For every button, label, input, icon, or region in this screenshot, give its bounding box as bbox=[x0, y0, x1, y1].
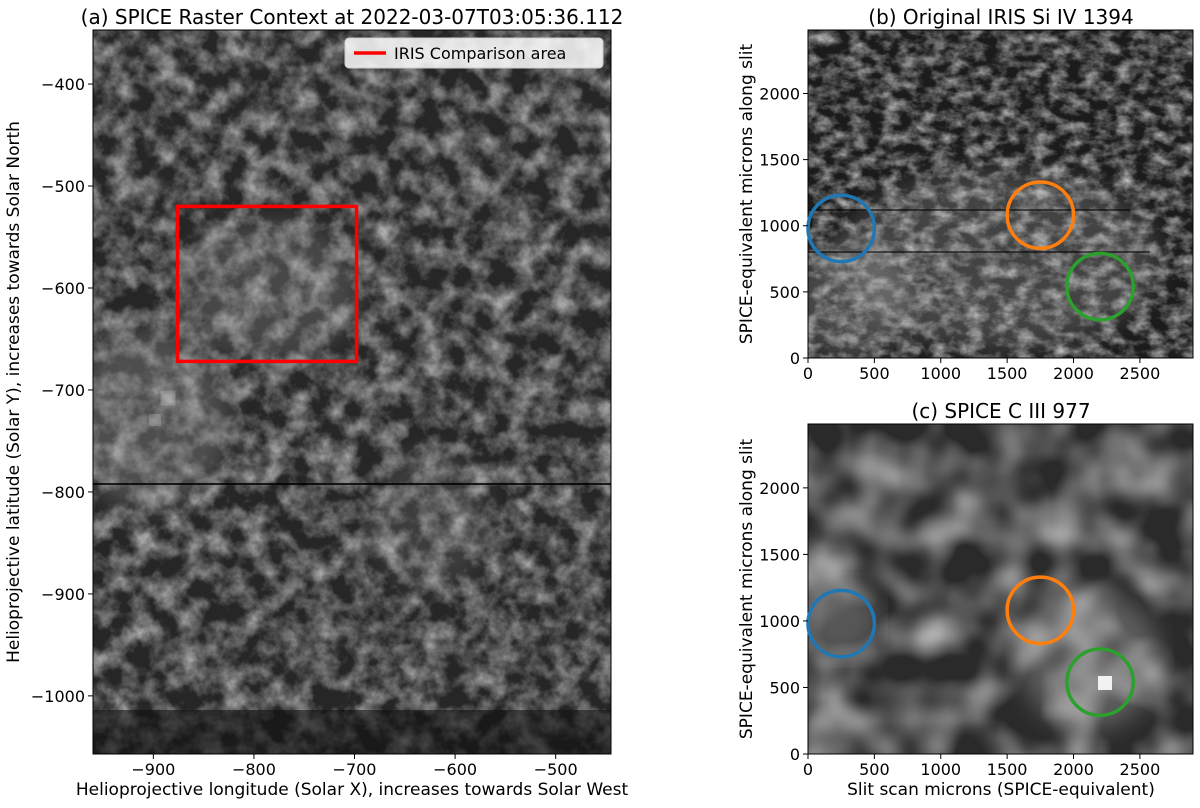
x-tick-label: 500 bbox=[859, 760, 890, 779]
panel-b-title: (b) Original IRIS Si IV 1394 bbox=[868, 5, 1133, 29]
y-tick-label: −400 bbox=[41, 75, 85, 94]
x-tick-label: −800 bbox=[232, 760, 276, 779]
region-circle bbox=[1005, 180, 1076, 251]
y-tick-label: 1500 bbox=[759, 545, 800, 564]
y-tick-label: −700 bbox=[41, 381, 85, 400]
panel-c-ylabel: SPICE-equivalent microns along slit bbox=[737, 439, 757, 740]
region-circle bbox=[806, 588, 877, 659]
panel-c-xlabel: Slit scan microns (SPICE-equivalent) bbox=[847, 780, 1155, 800]
x-tick-label: −500 bbox=[534, 760, 578, 779]
iris-comparison-rect bbox=[175, 204, 359, 364]
y-tick-label: 2000 bbox=[759, 84, 800, 103]
panel-c: 0 500 1000 1500 2000 2500 0 500 1000 1500 2000 (c)… bbox=[737, 399, 1194, 800]
x-tick-label: 2000 bbox=[1053, 760, 1094, 779]
panel-b: 0 500 1000 1500 2000 2500 0 500 1000 1500 2000 (b)… bbox=[737, 5, 1194, 383]
y-tick-label: 500 bbox=[769, 283, 800, 302]
x-tick-label: 2500 bbox=[1120, 760, 1161, 779]
region-circle bbox=[1065, 647, 1136, 718]
x-tick-label: 1500 bbox=[987, 364, 1028, 383]
x-tick-label: 1500 bbox=[987, 760, 1028, 779]
x-tick-label: −700 bbox=[333, 760, 377, 779]
legend-label: IRIS Comparison area bbox=[394, 44, 566, 63]
y-tick-label: −500 bbox=[41, 177, 85, 196]
panel-a-image bbox=[93, 30, 611, 754]
x-tick-label: 0 bbox=[803, 760, 813, 779]
region-circle bbox=[806, 193, 877, 264]
panel-a-ylabel: Helioprojective latitude (Solar Y), incr… bbox=[4, 121, 24, 663]
panel-a-title: (a) SPICE Raster Context at 2022-03-07T0… bbox=[81, 5, 624, 29]
x-tick-label: 0 bbox=[803, 364, 813, 383]
x-tick-label: −900 bbox=[131, 760, 175, 779]
x-tick-label: 1000 bbox=[920, 760, 961, 779]
y-tick-label: 500 bbox=[769, 678, 800, 697]
x-tick-label: 2500 bbox=[1120, 364, 1161, 383]
x-tick-label: 2000 bbox=[1053, 364, 1094, 383]
panel-a: −900 −800 −700 −600 −500 −400 −500 −600 −700 −800… bbox=[4, 5, 628, 800]
y-tick-label: −800 bbox=[41, 483, 85, 502]
panel-c-image bbox=[808, 424, 1193, 754]
x-tick-label: 500 bbox=[859, 364, 890, 383]
region-circle bbox=[1005, 575, 1076, 646]
x-tick-label: 1000 bbox=[920, 364, 961, 383]
y-tick-label: 1000 bbox=[759, 612, 800, 631]
panel-c-title: (c) SPICE C III 977 bbox=[911, 399, 1090, 423]
panel-a-xlabel: Helioprojective longitude (Solar X), inc… bbox=[76, 780, 629, 800]
y-tick-label: −1000 bbox=[31, 687, 85, 706]
panel-a-legend: IRIS Comparison area bbox=[344, 37, 604, 69]
y-tick-label: −900 bbox=[41, 585, 85, 604]
y-tick-label: 1500 bbox=[759, 151, 800, 170]
y-tick-label: −600 bbox=[41, 279, 85, 298]
y-tick-label: 0 bbox=[790, 349, 800, 368]
y-tick-label: 1000 bbox=[759, 217, 800, 236]
y-tick-label: 0 bbox=[790, 745, 800, 764]
x-tick-label: −600 bbox=[433, 760, 477, 779]
y-tick-label: 2000 bbox=[759, 479, 800, 498]
panel-b-ylabel: SPICE-equivalent microns along slit bbox=[737, 44, 757, 345]
region-circle bbox=[1065, 251, 1136, 322]
